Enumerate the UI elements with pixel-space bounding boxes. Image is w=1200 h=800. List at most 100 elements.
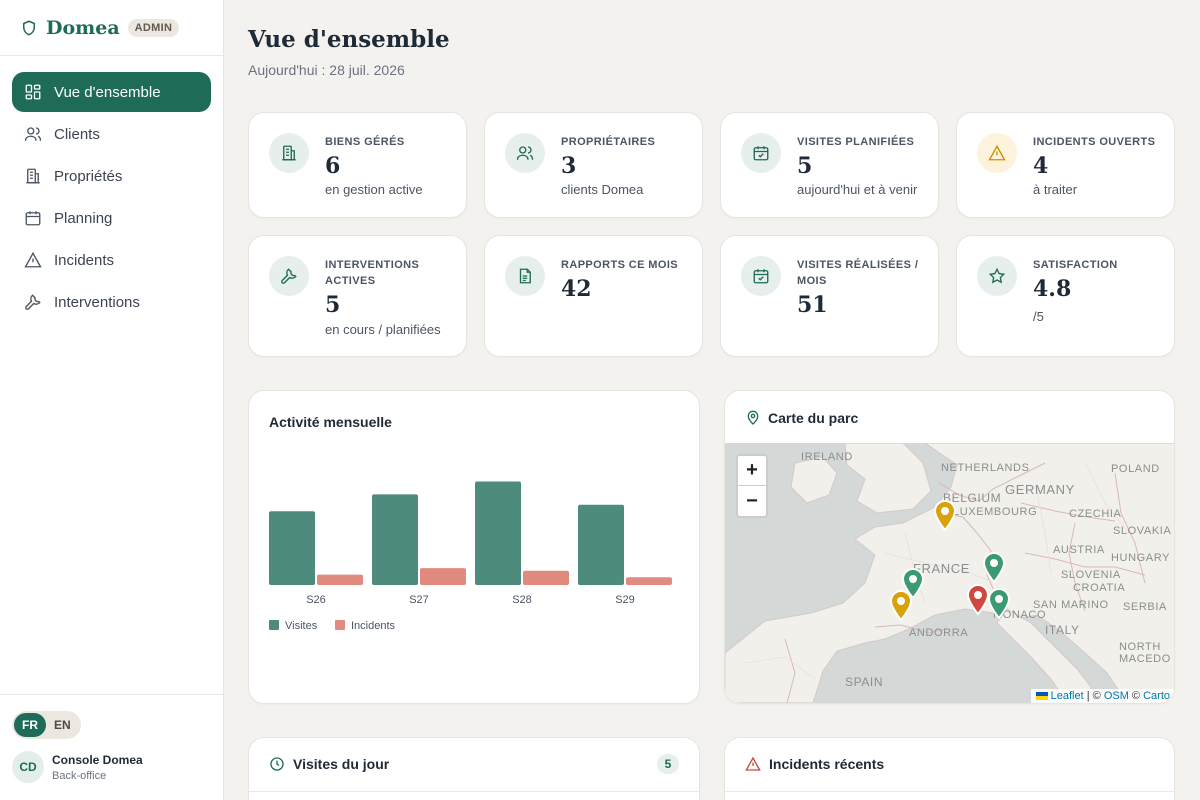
sidebar-footer: FR EN CD Console Domea Back-office [0, 694, 223, 800]
x-tick-label: S27 [409, 594, 429, 606]
map-zoom-control: + − [736, 454, 768, 518]
stat-value: 4.8 [1033, 276, 1072, 302]
map-label: MONACO [993, 609, 1047, 621]
park-map[interactable]: IRELAND NETHERLANDS POLAND BELGIUM GERMA… [725, 443, 1174, 703]
sidebar-item-incidents[interactable]: Incidents [12, 240, 211, 280]
calendar-icon [24, 209, 42, 227]
stat-caption: à traiter [1033, 182, 1078, 197]
map-label: LUXEMBOURG [953, 506, 1038, 518]
stat-card-reports[interactable]: RAPPORTS CE MOIS 42 [484, 235, 703, 357]
map-attribution: Leaflet | © OSM © Carto [1030, 689, 1174, 703]
stat-card-owners[interactable]: PROPRIÉTAIRES 3 clients Domea [484, 112, 703, 218]
property-marker-green[interactable] [982, 551, 1006, 583]
stat-card-properties[interactable]: BIENS GÉRÉS 6 en gestion active [248, 112, 467, 218]
stat-label: INCIDENTS OUVERTS [1033, 136, 1156, 148]
bar-incidents-s28[interactable] [523, 570, 569, 585]
bar-incidents-s26[interactable] [317, 574, 363, 585]
sidebar-item-label: Incidents [54, 251, 115, 269]
map-label: SLOVAKIA [1113, 525, 1172, 537]
legend-swatch [335, 620, 345, 630]
osm-link[interactable]: OSM [1103, 690, 1129, 702]
clock-icon [270, 757, 284, 771]
stat-value: 5 [797, 153, 813, 179]
stat-label: VISITES RÉALISÉES / MOIS [797, 259, 919, 287]
visits-count-badge: 5 [657, 754, 679, 774]
calendar-check-icon [741, 256, 781, 296]
stat-value: 4 [1033, 153, 1049, 179]
main-content: Vue d'ensemble Aujourd'hui : 28 juil. 20… [224, 0, 1200, 800]
document-icon [505, 256, 545, 296]
property-marker-yellow[interactable] [889, 589, 913, 621]
x-tick-label: S26 [306, 594, 326, 606]
map-label: GERMANY [1005, 482, 1075, 497]
map-header: Carte du parc [745, 410, 858, 426]
recent-incidents-card: Incidents récents [724, 737, 1175, 800]
stat-label: INTERVENTIONS ACTIVES [325, 259, 420, 287]
map-label: IRELAND [801, 451, 853, 463]
map-label: POLAND [1111, 463, 1160, 475]
stat-card-open-incidents[interactable]: INCIDENTS OUVERTS 4 à traiter [956, 112, 1175, 218]
legend-label[interactable]: Incidents [351, 620, 396, 632]
x-tick-label: S28 [512, 594, 532, 606]
brand[interactable]: Domea ADMIN [0, 0, 223, 56]
recent-incidents-header: Incidents récents [745, 756, 884, 772]
ukraine-flag-icon [1035, 692, 1048, 701]
stat-label: RAPPORTS CE MOIS [561, 259, 679, 271]
stat-label: VISITES PLANIFIÉES [797, 136, 915, 148]
sidebar-item-planning[interactable]: Planning [12, 198, 211, 238]
lang-fr-button[interactable]: FR [14, 713, 46, 737]
map-label: NORTH MACEDO [1119, 641, 1171, 665]
property-marker-yellow[interactable] [933, 499, 957, 531]
sidebar-item-overview[interactable]: Vue d'ensemble [12, 72, 211, 112]
property-marker-red[interactable] [966, 583, 990, 615]
carto-link[interactable]: Carto [1143, 690, 1170, 702]
map-label: CROATIA [1073, 582, 1126, 594]
property-marker-green[interactable] [987, 587, 1011, 619]
sidebar-item-properties[interactable]: Propriétés [12, 156, 211, 196]
sidebar-item-label: Planning [54, 209, 113, 227]
users-icon [505, 133, 545, 173]
dashboard-icon [24, 83, 42, 101]
stat-card-interventions[interactable]: INTERVENTIONS ACTIVES 5 en cours / plani… [248, 235, 467, 357]
building-icon [269, 133, 309, 173]
zoom-in-button[interactable]: + [738, 456, 766, 486]
stat-card-planned-visits[interactable]: VISITES PLANIFIÉES 5 aujourd'hui et à ve… [720, 112, 939, 218]
map-label: SPAIN [845, 675, 884, 689]
bar-visites-s26[interactable] [269, 511, 315, 585]
map-label: BELGIUM [943, 491, 1002, 505]
divider [725, 791, 1174, 792]
legend-label[interactable]: Visites [285, 620, 318, 632]
stat-card-satisfaction[interactable]: SATISFACTION 4.8 /5 [956, 235, 1175, 357]
activity-title: Activité mensuelle [269, 414, 392, 430]
bar-incidents-s29[interactable] [626, 577, 672, 585]
user-profile[interactable]: CD Console Domea Back-office [12, 751, 211, 783]
warning-icon [24, 251, 42, 269]
zoom-out-button[interactable]: − [746, 489, 758, 512]
attribution-separator: © [1128, 690, 1144, 702]
user-role: Back-office [52, 769, 107, 782]
bar-visites-s28[interactable] [475, 481, 521, 585]
bar-incidents-s27[interactable] [420, 568, 466, 585]
sidebar-item-label: Vue d'ensemble [54, 83, 161, 101]
calendar-check-icon [741, 133, 781, 173]
map-label: SERBIA [1123, 601, 1167, 613]
sidebar-item-label: Clients [54, 125, 100, 143]
stat-caption: en gestion active [325, 182, 423, 197]
visits-today-card: Visites du jour 5 [248, 737, 700, 800]
stat-caption: /5 [1033, 309, 1044, 324]
map-title: Carte du parc [768, 410, 859, 426]
map-label: SLOVENIA [1061, 569, 1121, 581]
sidebar-item-clients[interactable]: Clients [12, 114, 211, 154]
stat-card-visits-done[interactable]: VISITES RÉALISÉES / MOIS 51 [720, 235, 939, 357]
property-marker-green[interactable] [901, 567, 925, 599]
bar-visites-s29[interactable] [578, 504, 624, 585]
lang-en-button[interactable]: EN [54, 718, 71, 732]
recent-incidents-title: Incidents récents [769, 756, 885, 772]
warning-icon [977, 133, 1017, 173]
stat-value: 42 [561, 276, 592, 302]
visits-today-header: Visites du jour [269, 756, 389, 772]
stat-label: BIENS GÉRÉS [325, 136, 405, 148]
bar-visites-s27[interactable] [372, 494, 418, 585]
sidebar-item-interventions[interactable]: Interventions [12, 282, 211, 322]
leaflet-link[interactable]: Leaflet [1050, 690, 1084, 702]
